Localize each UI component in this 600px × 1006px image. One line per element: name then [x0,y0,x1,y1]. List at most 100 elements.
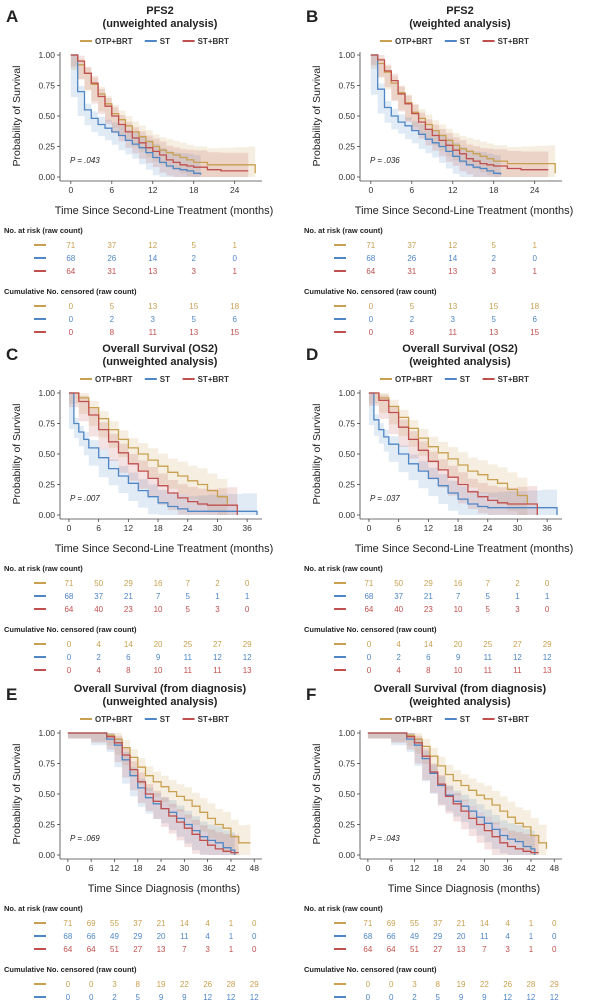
risk-count: 37 [394,592,403,601]
y-tick-label: 1.00 [38,728,55,738]
p-value: P = .069 [70,834,100,843]
panel-letter: D [306,345,318,364]
risk-count: 55 [410,919,419,928]
risk-count: 5 [486,605,491,614]
panel-subtitle: (weighted analysis) [409,696,511,708]
x-tick-label: 24 [483,523,493,533]
legend-label-otp-brt: OTP+BRT [95,375,133,384]
p-value: P = .043 [70,156,100,165]
x-tick-label: 24 [530,185,540,195]
risk-table-title: No. at risk (raw count) [304,564,383,573]
risk-count: 3 [505,945,510,954]
risk-count: 21 [124,592,133,601]
panel-subtitle: (weighted analysis) [409,18,511,30]
risk-count: 71 [64,579,73,588]
ci-band-otp-brt [367,733,547,855]
y-tick-label: 0.50 [38,789,55,799]
censor-count: 13 [189,328,198,337]
x-tick-label: 12 [124,523,134,533]
y-tick-label: 0.50 [338,111,355,121]
censor-count: 13 [543,666,552,675]
censor-count: 11 [449,328,458,337]
censor-count: 12 [250,993,259,1002]
risk-count: 21 [457,919,466,928]
y-tick-label: 1.00 [338,388,355,398]
risk-count: 20 [457,932,466,941]
y-tick-label: 0.75 [338,759,355,769]
censor-count: 28 [226,980,235,989]
risk-count: 3 [491,267,496,276]
panel-d: D Overall Survival (OS2)(weighted analysi… [304,343,573,675]
censor-count: 22 [480,980,489,989]
censor-count: 8 [410,328,415,337]
panel-letter: F [306,685,316,704]
censor-count: 12 [203,993,212,1002]
risk-count: 66 [387,932,396,941]
censor-count: 15 [189,302,198,311]
x-tick-label: 36 [542,523,552,533]
risk-count: 12 [448,241,457,250]
x-tick-label: 6 [109,185,114,195]
x-tick-label: 6 [96,523,101,533]
censor-count: 5 [136,993,141,1002]
y-tick-label: 0.25 [38,820,55,830]
risk-count: 14 [448,254,457,263]
censor-count: 9 [459,993,464,1002]
km-curve-st [70,54,202,175]
censor-count: 12 [543,653,552,662]
risk-count: 3 [191,267,196,276]
panel-title: PFS2 [146,5,174,17]
ci-band-st-brt [368,393,538,515]
x-tick-label: 24 [230,185,240,195]
risk-count: 55 [110,919,119,928]
censor-count: 5 [110,302,115,311]
panel-subtitle: (unweighted analysis) [103,696,218,708]
risk-count: 2 [515,579,520,588]
y-axis-label: Probability of Survival [11,404,23,505]
risk-count: 0 [552,932,557,941]
censor-count: 12 [226,993,235,1002]
censor-count: 6 [426,653,431,662]
x-tick-label: 12 [148,185,158,195]
ci-band-st [70,55,201,177]
risk-table-title: No. at risk (raw count) [304,904,383,913]
censor-count: 13 [148,302,157,311]
censor-count: 4 [96,666,101,675]
x-tick-label: 18 [133,863,143,873]
p-value: P = .036 [370,156,400,165]
risk-count: 1 [229,945,234,954]
censor-count: 12 [550,993,559,1002]
legend: OTP+BRT ST ST+BRT [380,375,529,384]
legend-label-otp-brt: OTP+BRT [395,375,433,384]
panel-title: PFS2 [446,5,474,17]
censor-count: 0 [67,640,72,649]
x-axis-label: Time Since Second-Line Treatment (months… [55,543,273,555]
ci-band-st-brt [69,393,238,515]
censor-count: 12 [526,993,535,1002]
panel-f: F Overall Survival (from diagnosis)(weigh… [304,683,562,1002]
legend-label-st-brt: ST+BRT [498,37,529,46]
y-tick-label: 0.75 [38,81,55,91]
panel-title: Overall Survival (from diagnosis) [374,683,547,695]
risk-count: 29 [424,579,433,588]
censor-count: 8 [136,980,141,989]
x-tick-label: 12 [110,863,120,873]
risk-count: 7 [186,579,191,588]
y-tick-label: 0.00 [338,172,355,182]
risk-count: 21 [424,592,433,601]
risk-count: 71 [63,919,72,928]
y-tick-label: 0.75 [38,759,55,769]
risk-count: 5 [191,241,196,250]
censor-count: 2 [110,315,115,324]
censor-count: 0 [369,315,374,324]
x-tick-label: 0 [68,185,73,195]
censor-table-title: Cumulative No. censored (raw count) [304,287,437,296]
censor-count: 11 [184,666,193,675]
risk-count: 68 [363,932,372,941]
panel-title: Overall Survival (from diagnosis) [74,683,247,695]
censor-count: 10 [154,666,163,675]
x-tick-label: 18 [153,523,163,533]
y-tick-label: 0.75 [338,419,355,429]
censor-count: 11 [484,666,493,675]
censor-count: 2 [112,993,117,1002]
